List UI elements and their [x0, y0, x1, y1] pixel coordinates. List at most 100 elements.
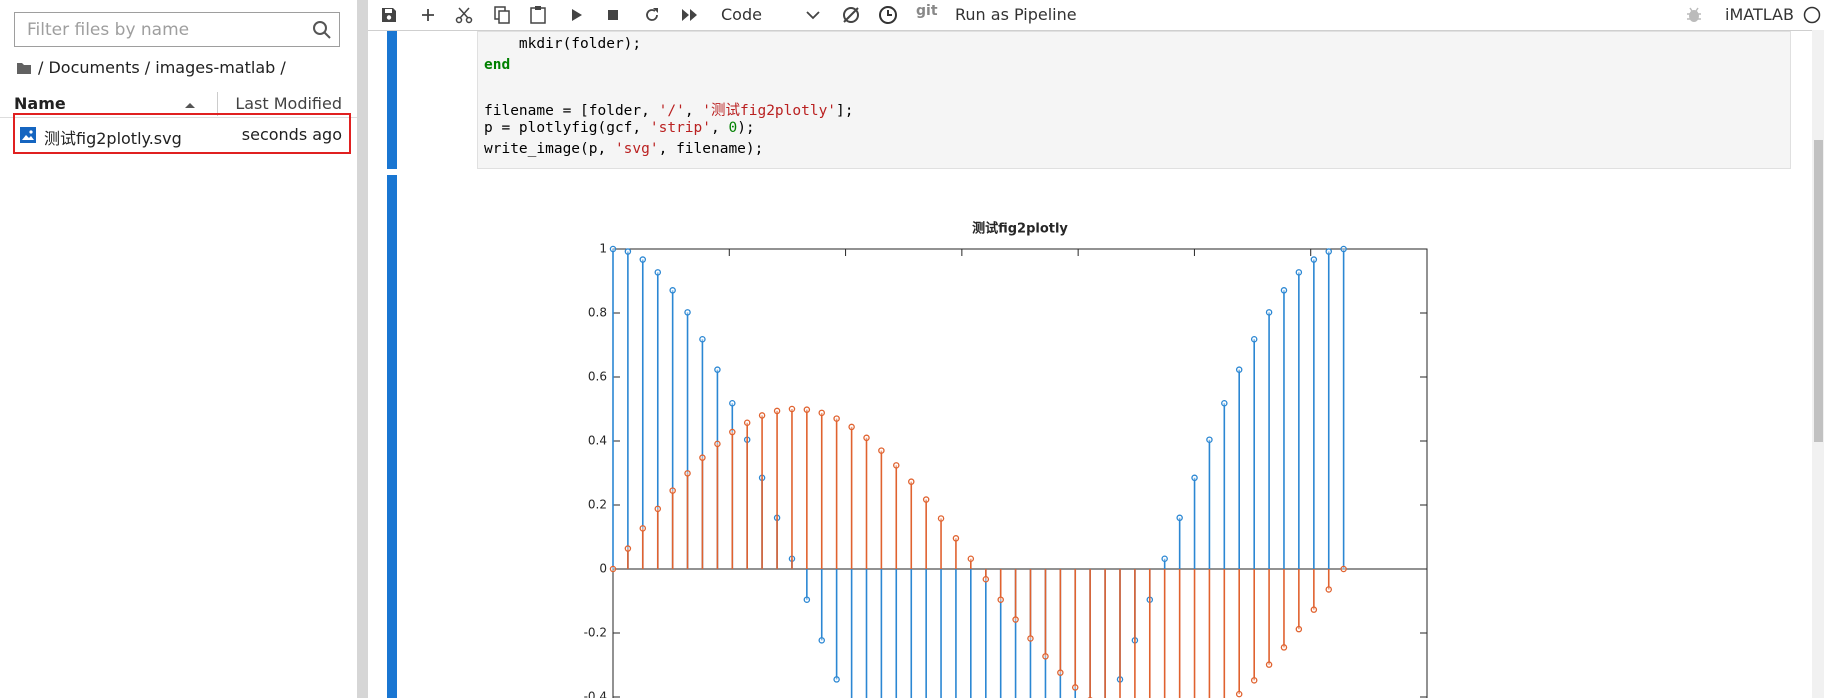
code-token: ];	[836, 103, 854, 119]
dropdown-caret[interactable]	[806, 9, 820, 21]
breadcrumb[interactable]: / Documents / images-matlab /	[38, 58, 286, 77]
stem-marker	[743, 419, 751, 427]
stem	[1280, 569, 1288, 651]
stem-marker	[788, 405, 796, 413]
stem	[850, 569, 853, 698]
stem-marker	[1250, 677, 1258, 684]
run-all-button[interactable]	[681, 8, 699, 22]
code-cell[interactable]: mkdir(folder); end filename = [folder, '…	[477, 31, 1791, 169]
column-separator	[217, 92, 218, 116]
stem-marker	[654, 269, 662, 276]
paste-button[interactable]	[529, 5, 547, 25]
folder-icon	[17, 63, 31, 74]
stem-marker	[624, 248, 632, 255]
sort-caret	[185, 103, 195, 108]
cell-marker[interactable]	[387, 31, 397, 169]
stem	[1208, 569, 1211, 698]
code-line: write_image(p, 'svg', filename);	[484, 141, 763, 157]
kernel-name[interactable]: iMATLAB	[1725, 5, 1794, 24]
stem	[1057, 569, 1064, 676]
filter-input[interactable]: Filter files by name	[14, 12, 340, 47]
stem	[818, 569, 825, 644]
code-token: ,	[684, 103, 703, 119]
stem	[878, 447, 885, 569]
stem-marker	[1012, 616, 1019, 623]
chart: 测试fig2plotly 10.80.60.40.20-0.2-0.401234…	[584, 221, 1428, 698]
stem-marker	[729, 428, 736, 436]
file-browser: Filter files by name / Documents / image…	[0, 0, 357, 698]
y-tick-label: 0.6	[588, 370, 607, 384]
stem-marker	[1176, 514, 1183, 522]
stem-marker	[818, 637, 825, 644]
panel-splitter[interactable]	[357, 0, 368, 698]
stem	[937, 515, 945, 569]
y-tick-label: -0.4	[584, 690, 607, 698]
y-tick-label: -0.2	[584, 626, 607, 640]
code-token: end	[484, 57, 511, 73]
highlight-box	[13, 113, 351, 154]
stem-marker	[699, 454, 706, 461]
cut-button[interactable]	[455, 6, 473, 24]
modified-header[interactable]: Last Modified	[235, 94, 342, 113]
kernel-status-icon[interactable]	[840, 4, 862, 26]
stem-marker	[624, 545, 632, 552]
stem	[1223, 569, 1226, 698]
stem	[952, 535, 960, 569]
stem-marker	[1280, 644, 1288, 651]
stem-marker	[848, 423, 855, 431]
code-line: filename = [folder, '/', '测试fig2plotly']…	[484, 99, 854, 120]
stem	[1193, 569, 1196, 698]
stem	[999, 569, 1002, 698]
git-button[interactable]: git	[916, 3, 938, 19]
stem	[1235, 569, 1243, 698]
debugger-icon[interactable]	[1686, 6, 1702, 24]
code-token: p = plotlyfig(gcf,	[484, 120, 650, 136]
stem	[922, 496, 930, 569]
header-divider	[0, 117, 357, 118]
stem	[1176, 514, 1183, 569]
stem	[940, 569, 942, 698]
cell-marker[interactable]	[387, 175, 397, 698]
y-tick-label: 0.2	[588, 498, 607, 512]
stem-marker	[833, 415, 840, 422]
add-cell-button[interactable]	[419, 6, 437, 24]
stem-marker	[1250, 335, 1258, 343]
clock-button[interactable]	[877, 4, 899, 26]
code-token: ,	[710, 120, 729, 136]
run-button[interactable]	[570, 8, 584, 22]
stem-marker	[1310, 606, 1318, 613]
scrollbar-thumb[interactable]	[1814, 140, 1823, 442]
stem	[1027, 569, 1034, 642]
image-file-icon	[20, 127, 36, 143]
stem	[1119, 569, 1121, 698]
code-token: , filename);	[658, 141, 764, 157]
cell-type-select[interactable]: Code	[721, 5, 762, 24]
stem-marker	[1265, 309, 1273, 316]
restart-button[interactable]	[643, 6, 661, 24]
stem	[1250, 335, 1258, 569]
stem	[895, 569, 898, 698]
y-tick-label: 0.8	[588, 306, 607, 320]
stem-marker	[967, 555, 975, 563]
save-button[interactable]	[380, 6, 398, 24]
stem-marker	[908, 478, 915, 485]
stem-marker	[937, 515, 945, 522]
run-pipeline-button[interactable]: Run as Pipeline	[955, 5, 1077, 24]
stem	[997, 569, 1004, 603]
stem	[743, 419, 751, 569]
file-name[interactable]: 测试fig2plotly.svg	[44, 129, 182, 148]
stem-marker	[997, 596, 1004, 603]
stem-marker	[803, 406, 811, 413]
stem-marker	[1340, 565, 1347, 573]
stem-marker	[1235, 366, 1243, 373]
stem	[639, 256, 647, 569]
stem	[624, 248, 632, 569]
copy-button[interactable]	[493, 5, 511, 25]
y-tick-label: 0	[599, 562, 607, 576]
stem-marker	[654, 505, 662, 513]
name-header[interactable]: Name	[14, 94, 66, 113]
stem-marker	[1325, 586, 1332, 593]
stop-button[interactable]	[607, 9, 619, 21]
stem-marker	[1340, 245, 1347, 253]
stem	[967, 555, 975, 569]
